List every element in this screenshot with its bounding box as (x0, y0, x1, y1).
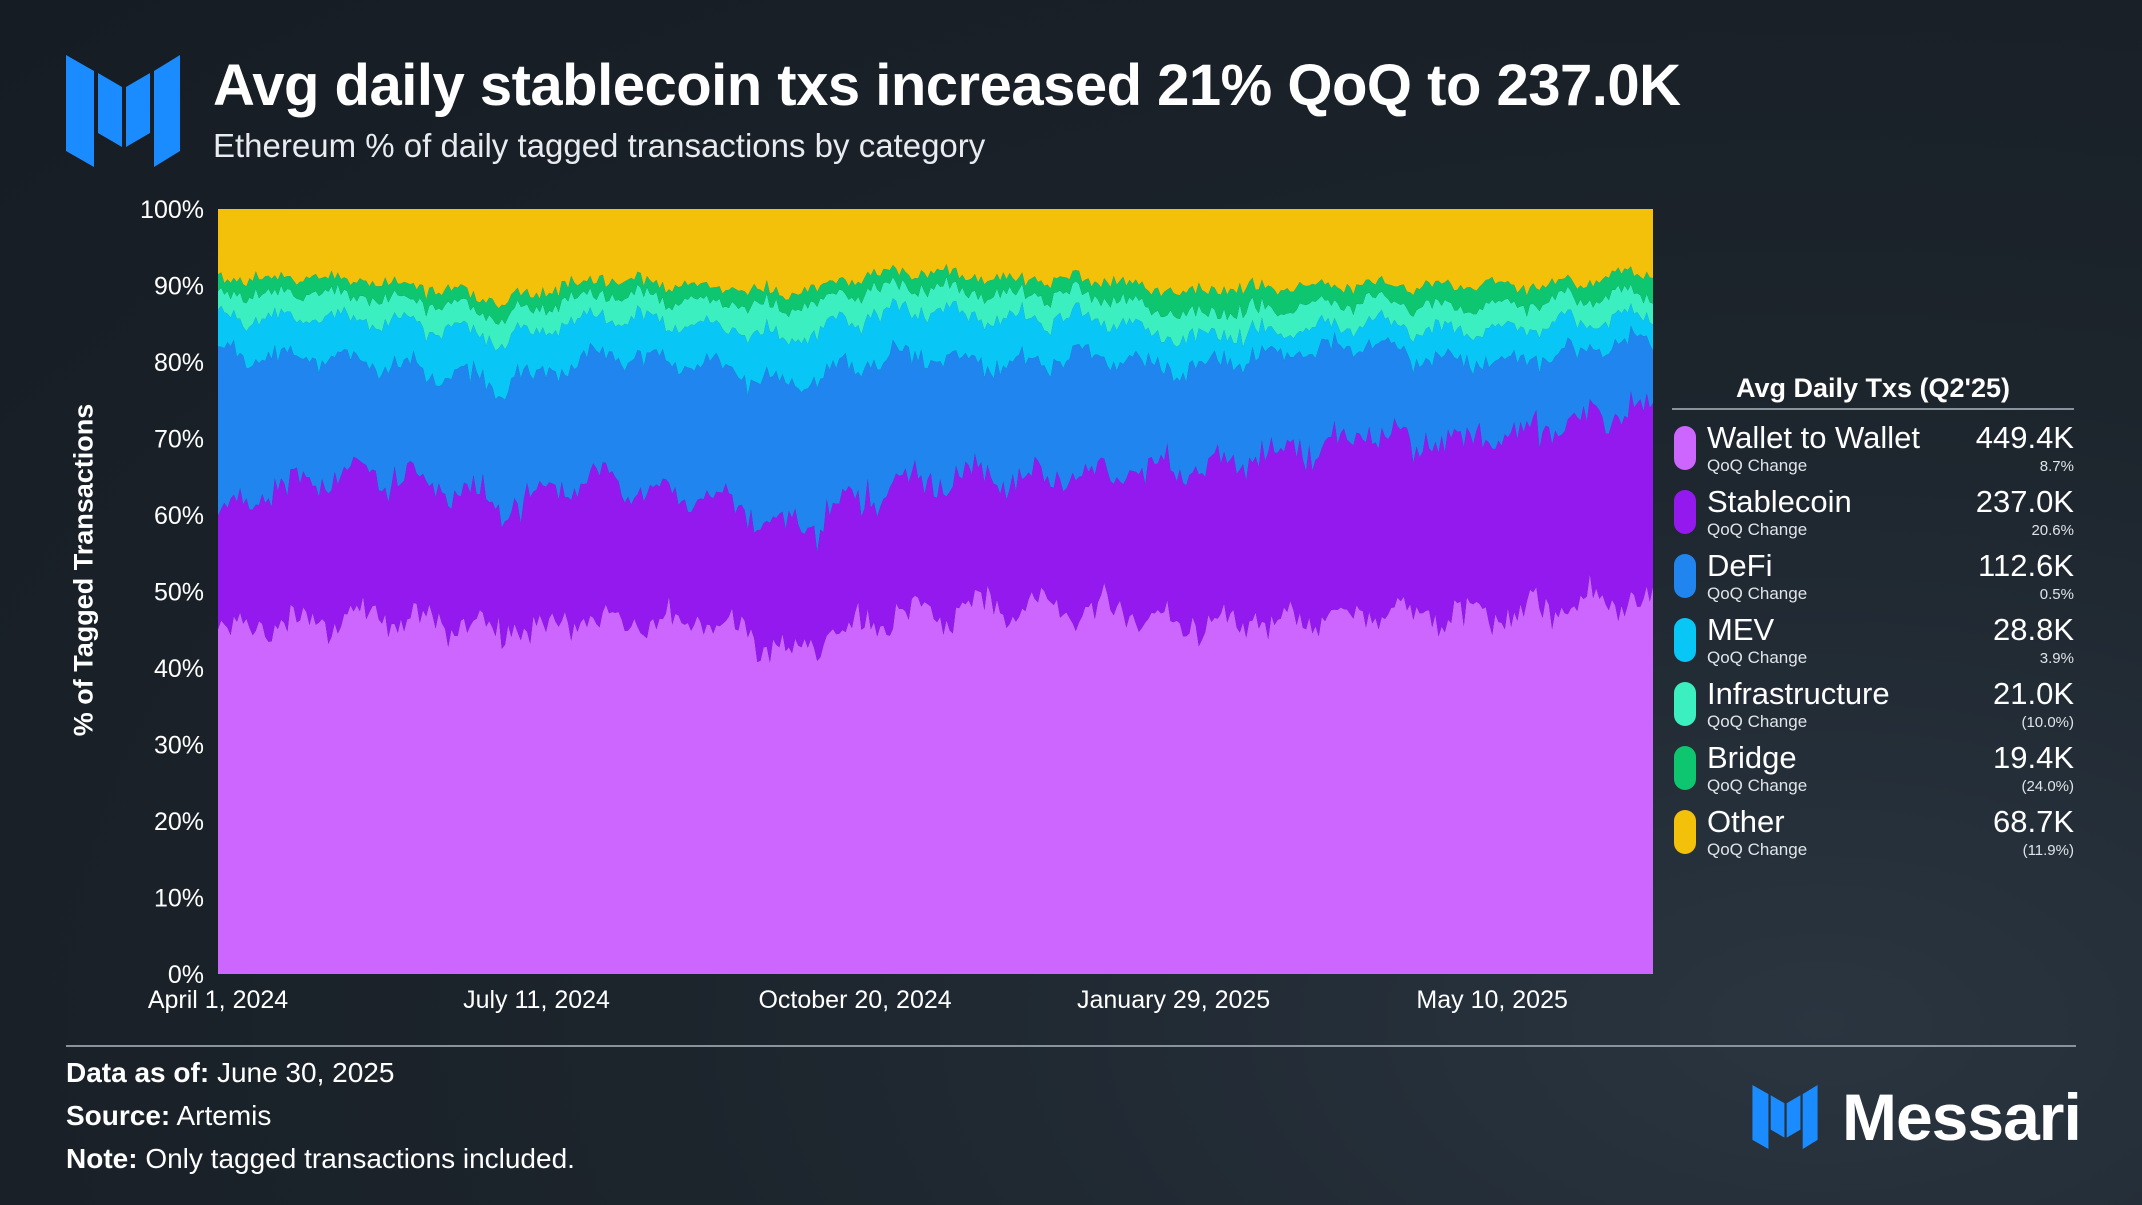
legend-qoq-label: QoQ Change (1707, 456, 1808, 475)
y-tick-label: 100% (140, 196, 204, 224)
legend-swatch (1674, 618, 1696, 662)
area-series-other (218, 209, 1653, 309)
legend-series-name: MEV (1707, 612, 1775, 647)
y-tick-label: 30% (154, 732, 204, 760)
legend-item: Other QoQ Change 68.7K (11.9%) (1672, 804, 2074, 868)
messari-logo-icon (66, 55, 180, 167)
legend-qoq-label: QoQ Change (1707, 648, 1808, 667)
legend-qoq-change: 0.5% (2039, 586, 2074, 603)
legend-item: Wallet to Wallet QoQ Change 449.4K 8.7% (1672, 420, 2074, 484)
data-as-of-value: June 30, 2025 (216, 1057, 395, 1088)
x-axis-ticks: April 1, 2024 July 11, 2024 October 20, 20… (148, 986, 1568, 1014)
note-value: Only tagged transactions included. (145, 1143, 575, 1174)
legend-qoq-change: (11.9%) (2022, 842, 2074, 859)
x-tick-label: May 10, 2025 (1416, 986, 1568, 1014)
area-series-stablecoin (218, 391, 1653, 663)
y-tick-label: 70% (154, 426, 204, 454)
footer-note: Note: Only tagged transactions included. (66, 1143, 575, 1175)
legend-series-name: Bridge (1707, 740, 1797, 775)
source-value: Artemis (176, 1100, 272, 1131)
x-tick-label: October 20, 2024 (758, 986, 951, 1014)
data-as-of-label: Data as of: (66, 1057, 210, 1088)
footer-data-as-of: Data as of: June 30, 2025 (66, 1057, 394, 1089)
y-tick-label: 50% (154, 579, 204, 607)
legend-swatch (1674, 426, 1696, 470)
footer-divider (66, 1045, 2076, 1047)
messari-brand-icon (1752, 1085, 1818, 1149)
brand-wordmark: Messari (1842, 1080, 2082, 1154)
legend-qoq-change: 8.7% (2039, 458, 2074, 475)
y-tick-label: 80% (154, 349, 204, 377)
chart-subtitle: Ethereum % of daily tagged transactions … (213, 127, 986, 164)
y-tick-label: 0% (168, 961, 204, 989)
y-tick-label: 40% (154, 655, 204, 683)
legend-item: MEV QoQ Change 28.8K 3.9% (1672, 612, 2074, 676)
legend-item: Bridge QoQ Change 19.4K (24.0%) (1672, 740, 2074, 804)
y-tick-label: 20% (154, 808, 204, 836)
legend-avg-value: 21.0K (1992, 676, 2074, 711)
legend-item: DeFi QoQ Change 112.6K 0.5% (1672, 548, 2074, 612)
legend-series-name: DeFi (1707, 548, 1773, 583)
x-tick-label: January 29, 2025 (1077, 986, 1270, 1014)
area-series-bridge (218, 264, 1653, 325)
area-series-defi (218, 325, 1653, 553)
legend-swatch (1674, 490, 1696, 534)
legend-item: Infrastructure QoQ Change 21.0K (10.0%) (1672, 676, 2074, 740)
note-label: Note: (66, 1143, 138, 1174)
legend-series-name: Wallet to Wallet (1707, 420, 1921, 455)
legend: Avg Daily Txs (Q2'25) Wallet to Wallet Qo… (1672, 373, 2074, 868)
legend-avg-value: 28.8K (1992, 612, 2074, 647)
legend-qoq-change: (10.0%) (2021, 714, 2074, 731)
legend-swatch (1674, 682, 1696, 726)
footer-source: Source: Artemis (66, 1100, 271, 1132)
area-series-group (218, 209, 1653, 974)
legend-qoq-label: QoQ Change (1707, 712, 1808, 731)
y-tick-label: 90% (154, 273, 204, 301)
area-series-infrastructure (218, 276, 1653, 351)
source-label: Source: (66, 1100, 171, 1131)
y-tick-label: 10% (154, 885, 204, 913)
legend-qoq-label: QoQ Change (1707, 776, 1808, 795)
legend-qoq-label: QoQ Change (1707, 520, 1808, 539)
legend-swatch (1674, 746, 1696, 790)
legend-items: Wallet to Wallet QoQ Change 449.4K 8.7% Stab… (1672, 420, 2074, 868)
legend-qoq-change: (24.0%) (2021, 778, 2074, 795)
legend-swatch (1674, 810, 1696, 854)
legend-swatch (1674, 554, 1696, 598)
y-tick-label: 60% (154, 502, 204, 530)
area-series-wallet-to-wallet (218, 573, 1653, 974)
legend-qoq-label: QoQ Change (1707, 584, 1808, 603)
legend-qoq-change: 3.9% (2039, 650, 2074, 667)
legend-series-name: Stablecoin (1707, 484, 1852, 519)
x-tick-label: July 11, 2024 (463, 986, 610, 1014)
legend-qoq-label: QoQ Change (1707, 840, 1808, 859)
legend-series-name: Other (1707, 804, 1785, 839)
legend-avg-value: 19.4K (1992, 740, 2074, 775)
chart-title: Avg daily stablecoin txs increased 21% Q… (213, 53, 1681, 118)
legend-item: Stablecoin QoQ Change 237.0K 20.6% (1672, 484, 2074, 548)
legend-avg-value: 112.6K (1978, 548, 2074, 583)
legend-title: Avg Daily Txs (Q2'25) (1672, 373, 2074, 410)
x-tick-label: April 1, 2024 (148, 986, 288, 1014)
legend-avg-value: 237.0K (1975, 484, 2074, 519)
legend-series-name: Infrastructure (1707, 676, 1890, 711)
area-series-mev (218, 298, 1653, 400)
brand-logo: Messari (1752, 1080, 2082, 1154)
legend-avg-value: 68.7K (1992, 804, 2074, 839)
y-axis-ticks: 0% 10% 20% 30% 40% 50% 60% 70% 80% 90% 100% (140, 196, 204, 989)
legend-qoq-change: 20.6% (2031, 522, 2074, 539)
legend-avg-value: 449.4K (1975, 420, 2074, 455)
